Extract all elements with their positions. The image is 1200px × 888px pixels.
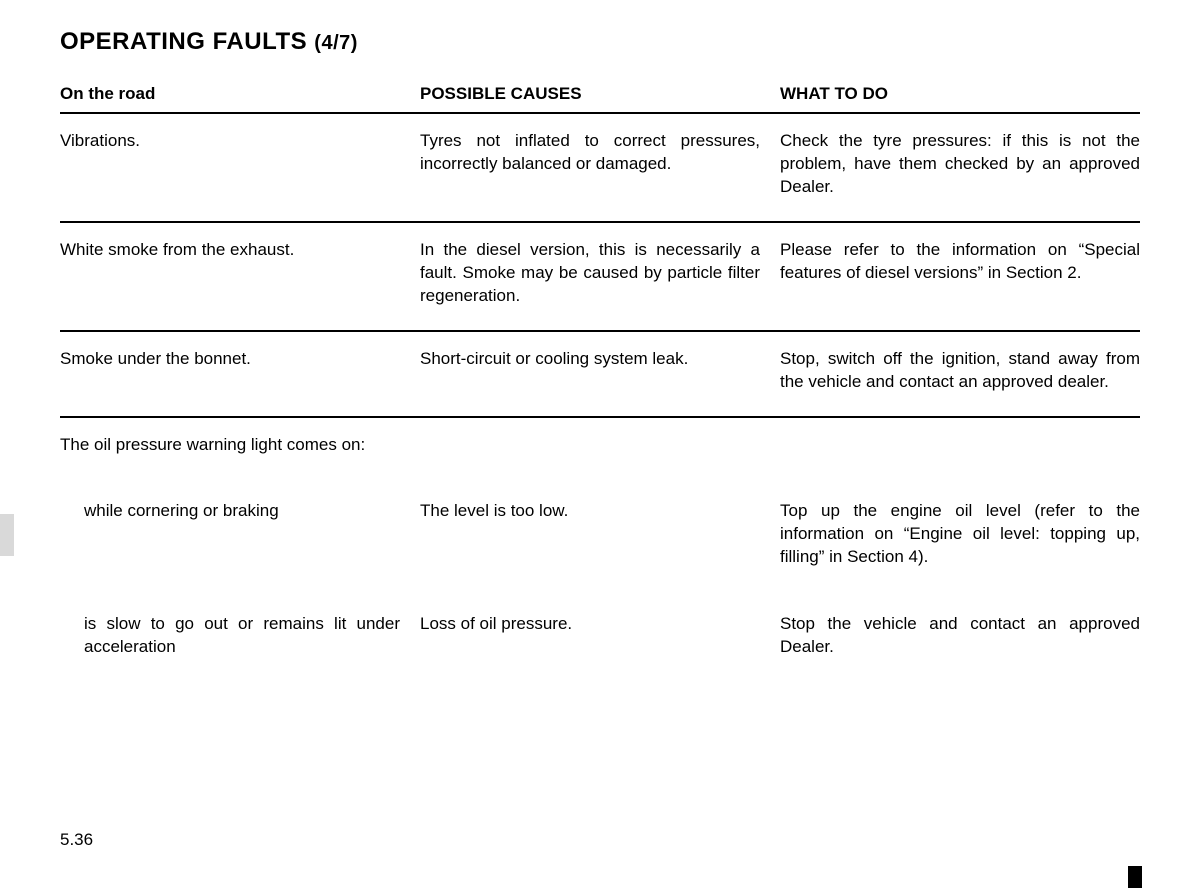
table-group-subrows: while cornering or braking The level is … [60,500,1140,659]
table-row: Smoke under the bonnet. Short-circuit or… [60,332,1140,418]
page-thumb-tab [0,514,14,556]
table-row: White smoke from the exhaust. In the die… [60,223,1140,332]
cell-cause: Loss of oil pressure. [420,613,780,659]
cell-symptom: Vibrations. [60,130,420,199]
table-header-row: On the road POSSIBLE CAUSES WHAT TO DO [60,84,1140,114]
cell-cause: In the diesel version, this is necessari… [420,239,780,308]
table-row: Vibrations. Tyres not inflated to correc… [60,114,1140,223]
title-main: OPERATING FAULTS [60,28,307,55]
cell-symptom: Smoke under the bonnet. [60,348,420,394]
group-label: The oil pressure warning light comes on: [60,434,400,457]
cell-action: Check the tyre pressures: if this is not… [780,130,1140,199]
cell-action: Top up the engine oil level (refer to th… [780,500,1140,569]
corner-crop-mark [1128,866,1142,888]
column-header-cause: POSSIBLE CAUSES [420,84,780,104]
manual-page: OPERATING FAULTS (4/7) On the road POSSI… [0,0,1200,659]
cell-symptom: White smoke from the exhaust. [60,239,420,308]
faults-table: On the road POSSIBLE CAUSES WHAT TO DO V… [60,84,1140,659]
cell-symptom: is slow to go out or remains lit under a… [60,613,420,659]
cell-cause: Tyres not inflated to correct pressures,… [420,130,780,199]
page-number: 5.36 [60,830,93,850]
cell-cause: Short-circuit or cooling system leak. [420,348,780,394]
page-title: OPERATING FAULTS (4/7) [60,28,1140,56]
table-subrow: while cornering or braking The level is … [60,500,1140,569]
cell-action: Please refer to the information on “Spec… [780,239,1140,308]
table-group-label-row: The oil pressure warning light comes on: [60,418,1140,457]
cell-cause: The level is too low. [420,500,780,569]
cell-symptom: while cornering or braking [60,500,420,569]
cell-action: Stop, switch off the ignition, stand awa… [780,348,1140,394]
column-header-symptom: On the road [60,84,420,104]
title-pagination: (4/7) [314,32,358,54]
table-subrow: is slow to go out or remains lit under a… [60,613,1140,659]
column-header-action: WHAT TO DO [780,84,1140,104]
cell-action: Stop the vehicle and contact an approved… [780,613,1140,659]
